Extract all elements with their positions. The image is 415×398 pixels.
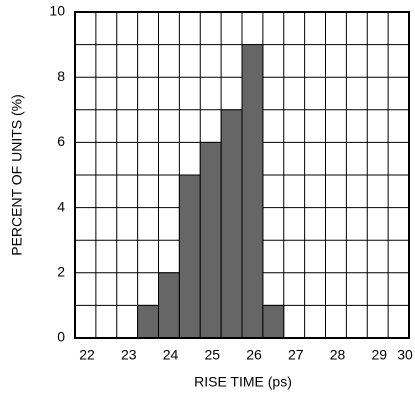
plot-frame bbox=[74, 11, 410, 339]
bar bbox=[262, 304, 285, 339]
x-tick-label: 30 bbox=[397, 347, 413, 363]
x-tick-label: 28 bbox=[330, 347, 346, 363]
x-tick-label: 24 bbox=[163, 347, 179, 363]
x-tick-label: 27 bbox=[288, 347, 304, 363]
y-tick-label: 0 bbox=[57, 329, 65, 345]
bar bbox=[220, 109, 243, 339]
bar bbox=[158, 272, 180, 339]
bar bbox=[137, 304, 159, 339]
x-tick-label: 26 bbox=[246, 347, 262, 363]
y-tick-label: 4 bbox=[57, 198, 65, 214]
y-tick-label: 8 bbox=[57, 68, 65, 84]
x-tick-label: 29 bbox=[371, 347, 387, 363]
y-axis-label: PERCENT OF UNITS (%) bbox=[9, 94, 25, 256]
bar bbox=[178, 174, 201, 339]
y-tick-label: 2 bbox=[57, 264, 65, 280]
bar bbox=[241, 44, 264, 339]
x-tick-label: 23 bbox=[121, 347, 137, 363]
x-tick-label: 25 bbox=[204, 347, 220, 363]
bar bbox=[199, 141, 222, 339]
y-tick-label: 10 bbox=[49, 3, 65, 19]
x-tick-label: 22 bbox=[79, 347, 95, 363]
x-axis-label: RISE TIME (ps) bbox=[194, 374, 292, 390]
y-tick-label: 6 bbox=[57, 133, 65, 149]
